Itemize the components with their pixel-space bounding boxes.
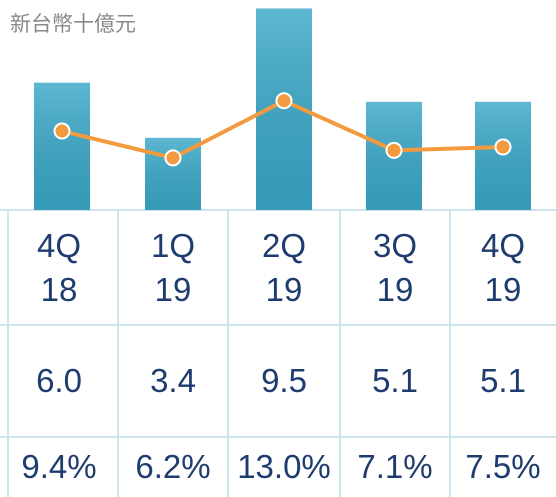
category-label: 1Q 19: [150, 226, 196, 308]
line-marker: [385, 141, 403, 159]
percent-label: 6.2%: [135, 448, 211, 485]
value-label: 3.4: [150, 362, 196, 399]
percent-label: 13.0%: [237, 448, 331, 485]
bar-shade: [475, 101, 531, 210]
percent-label: 7.5%: [465, 448, 541, 485]
category-label: 2Q 19: [261, 226, 307, 308]
line-marker: [53, 122, 71, 140]
percent-label: 9.4%: [21, 448, 97, 485]
y-axis-label: 新台幣十億元: [10, 12, 136, 36]
bar-shade: [34, 82, 90, 210]
value-label: 5.1: [480, 362, 526, 399]
value-label: 9.5: [261, 362, 307, 399]
line-marker: [275, 92, 293, 110]
line-marker: [164, 149, 182, 167]
percent-label: 7.1%: [357, 448, 433, 485]
category-label: 3Q 19: [372, 226, 418, 308]
category-label: 4Q 18: [36, 226, 82, 308]
value-label: 6.0: [36, 362, 82, 399]
line-marker: [494, 138, 512, 156]
category-label: 4Q 19: [480, 226, 526, 308]
value-label: 5.1: [372, 362, 418, 399]
